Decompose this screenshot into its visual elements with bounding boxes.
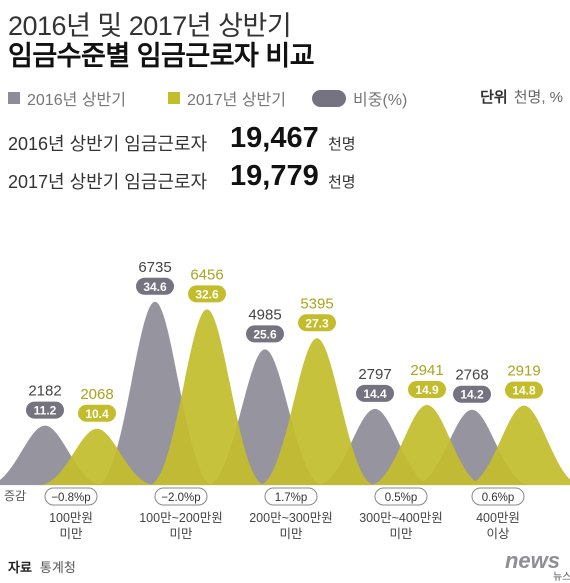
share-label: 34.6 [143, 280, 167, 294]
total-unit-2017: 천명 [328, 174, 356, 191]
share-pill [246, 325, 284, 343]
area-peak [466, 405, 570, 485]
logo-text: news [504, 548, 560, 573]
unit-note: 단위 천명, % [480, 86, 563, 107]
total-row-2017: 2017년 상반기 임금근로자 19,779 천명 [8, 160, 356, 194]
legend-label-2017: 2017년 상반기 [187, 92, 286, 109]
value-label: 2919 [507, 363, 540, 380]
source-note: 자료 통계청 [8, 557, 76, 576]
share-label: 32.6 [195, 287, 219, 301]
change-pill [374, 487, 428, 506]
category-label: 미만 [279, 527, 303, 541]
area-peak [369, 405, 485, 485]
category-label: 100만~200만원 [139, 511, 223, 525]
legend-swatch-2017 [168, 92, 180, 104]
area-peak [39, 428, 155, 485]
change-label: −0.8%p [51, 492, 90, 504]
share-pill [356, 384, 394, 402]
share-pill [408, 381, 446, 399]
change-label: −2.0%p [161, 492, 200, 504]
change-pill [264, 487, 318, 506]
category-label: 미만 [389, 527, 413, 541]
total-unit-2016: 천명 [328, 136, 356, 153]
unit-label: 단위 [480, 89, 508, 106]
share-label: 27.3 [305, 316, 329, 330]
total-value-2016: 19,467 [230, 122, 319, 154]
legend-item-share: 비중(%) [312, 86, 407, 110]
legend: 2016년 상반기 2017년 상반기 비중(%) 단위 천명, % [8, 86, 563, 110]
chart-title-line2: 임금수준별 임금근로자 비교 [8, 41, 315, 71]
logo-subtext: 뉴스1 [552, 572, 570, 583]
category-label: 100만원 [49, 511, 93, 525]
series-2017-peaks [39, 309, 570, 485]
share-label: 11.2 [34, 404, 57, 418]
source-value: 통계청 [39, 560, 76, 575]
share-pill [26, 401, 64, 419]
category-label: 200만~300만원 [249, 511, 333, 525]
chart-title-line1: 2016년 및 2017년 상반기 [8, 11, 292, 41]
unit-value: 천명, % [513, 89, 563, 106]
change-label: 0.5%p [385, 492, 418, 504]
category-label: 400만원 [476, 511, 520, 525]
change-label: 0.6%p [482, 492, 515, 504]
legend-swatch-2016 [8, 92, 20, 104]
change-row-label: 증감 [4, 489, 26, 503]
area-peak [149, 309, 265, 485]
share-label: 14.9 [415, 383, 439, 397]
share-pill [78, 404, 116, 422]
share-pill [505, 381, 543, 399]
legend-swatch-share [312, 89, 346, 107]
value-label: 4985 [248, 306, 281, 323]
category-label: 이상 [486, 527, 510, 541]
share-label: 14.4 [363, 387, 387, 401]
news1-logo: news 뉴스1 [504, 548, 570, 583]
share-label: 14.2 [460, 388, 484, 402]
share-label: 25.6 [253, 327, 277, 341]
total-value-2017: 19,779 [230, 160, 319, 192]
area-chart: 2182 11.2 6735 34.6 4985 25.6 2797 14.4 2768 14.2… [0, 259, 570, 541]
change-pill [471, 487, 525, 506]
total-label-2016: 2016년 상반기 임금근로자 [8, 134, 208, 154]
share-pill [298, 314, 336, 332]
total-row-2016: 2016년 상반기 임금근로자 19,467 천명 [8, 122, 356, 156]
category-label: 미만 [169, 527, 193, 541]
share-label: 14.8 [512, 384, 536, 398]
share-pill [136, 277, 174, 295]
value-label: 2768 [455, 367, 488, 384]
value-label: 2797 [358, 366, 391, 383]
legend-label-2016: 2016년 상반기 [27, 92, 126, 109]
value-label: 2941 [410, 362, 443, 379]
area-peak [259, 338, 375, 485]
legend-item-2017: 2017년 상반기 [168, 86, 286, 110]
value-label: 6735 [138, 259, 171, 276]
category-label: 300만~400만원 [359, 511, 443, 525]
category-label: 미만 [59, 527, 83, 541]
share-pill [453, 385, 491, 403]
legend-label-share: 비중(%) [353, 92, 408, 109]
change-pill [44, 487, 98, 506]
total-label-2017: 2017년 상반기 임금근로자 [8, 172, 208, 192]
value-label: 2068 [80, 386, 113, 403]
legend-item-2016: 2016년 상반기 [8, 86, 126, 110]
source-label: 자료 [8, 560, 32, 575]
change-pill [154, 487, 208, 506]
share-label: 10.4 [85, 407, 109, 421]
value-label: 5395 [300, 295, 333, 312]
value-label: 6456 [190, 266, 223, 283]
change-label: 1.7%p [275, 492, 308, 504]
share-pill [188, 285, 226, 303]
value-label: 2182 [28, 383, 61, 400]
